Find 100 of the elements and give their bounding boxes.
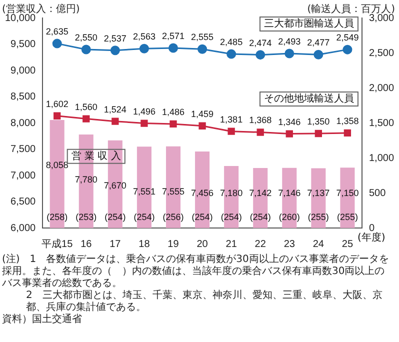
data-label: 2,563 bbox=[132, 32, 156, 42]
data-label: 2,537 bbox=[104, 33, 126, 44]
point bbox=[226, 49, 236, 59]
data-label: 1,381 bbox=[220, 114, 243, 124]
y-tick-label: 8,500 bbox=[10, 92, 36, 102]
text: 2 三大都市圏とは、埼玉、千葉、東京、神奈川、愛知、三重、岐阜、大阪、京都、兵庫の集計値である。 bbox=[25, 290, 384, 314]
data-label: 2,493 bbox=[278, 36, 301, 46]
annotation: (253) bbox=[76, 212, 97, 222]
data-label: 1,346 bbox=[278, 116, 301, 127]
point bbox=[256, 128, 264, 136]
y2-tick-label: 0 bbox=[368, 222, 375, 234]
point bbox=[54, 112, 61, 120]
text: (注) 1 各数値データは、乗合バスの保有車両数が30両以上のバス事業者のデータを採用。また、各年度の（ ）内の数値は、当該年度の乗合バス保有車両数30両以上のバス事業者の総数である。 bbox=[2, 254, 390, 290]
data-label: 2,477 bbox=[307, 38, 330, 48]
point bbox=[170, 120, 177, 128]
point bbox=[286, 130, 293, 138]
y2-tick-label: 2,000 bbox=[368, 82, 394, 94]
x-tick-label: 21 bbox=[226, 238, 238, 250]
data-label: 7,150 bbox=[336, 188, 359, 198]
y-tick-label: 6,000 bbox=[10, 222, 36, 234]
data-label: 7,780 bbox=[74, 174, 98, 185]
y2-tick-label: 2,500 bbox=[368, 48, 394, 59]
point bbox=[52, 38, 62, 48]
data-label: 7,180 bbox=[220, 188, 243, 198]
y2-tick-label: 500 bbox=[368, 188, 386, 199]
annotation: (255) bbox=[308, 212, 329, 222]
x-tick-label: 平成15 bbox=[42, 238, 74, 250]
point bbox=[198, 44, 208, 54]
series-label: 営 業 収 入 bbox=[71, 150, 121, 162]
y-tick-label: 7,500 bbox=[10, 144, 36, 155]
data-label: 7,142 bbox=[249, 188, 272, 198]
series-label: 三大都市圏輸送人員 bbox=[264, 18, 354, 30]
data-label: 1,459 bbox=[191, 108, 214, 119]
data-label: 1,368 bbox=[249, 115, 272, 126]
data-label: 8,058 bbox=[46, 160, 68, 170]
point bbox=[342, 44, 352, 54]
data-label: 7,670 bbox=[104, 180, 126, 190]
annotation: (254) bbox=[134, 212, 155, 222]
point bbox=[256, 50, 266, 60]
point bbox=[314, 130, 322, 138]
data-label: 7,146 bbox=[278, 188, 301, 198]
data-label: 1,602 bbox=[46, 98, 68, 109]
y-axis-title: (営業収入：億円) bbox=[2, 2, 80, 15]
data-label: 1,496 bbox=[132, 106, 156, 116]
point bbox=[82, 115, 90, 122]
x-tick-label: 22 bbox=[254, 238, 266, 250]
data-label: 2,474 bbox=[249, 38, 272, 48]
text: その他地域輸送人員 bbox=[264, 92, 354, 105]
annotation: (254) bbox=[104, 212, 126, 222]
data-label: 7,137 bbox=[307, 188, 330, 198]
y2-tick-label: 1,000 bbox=[368, 152, 394, 164]
y-tick-label: 7,000 bbox=[10, 170, 36, 182]
y-tick-label: 10,000 bbox=[4, 12, 36, 24]
y-tick-label: 6,500 bbox=[10, 196, 36, 208]
text: 資料）国土交通省 bbox=[2, 314, 83, 326]
y-tick-label: 8,000 bbox=[10, 118, 36, 129]
data-label: 1,560 bbox=[74, 102, 98, 112]
point bbox=[198, 122, 206, 130]
data-label: 2,635 bbox=[46, 26, 68, 37]
annotation: (254) bbox=[250, 212, 271, 222]
x-tick-label: 19 bbox=[168, 238, 180, 250]
y2-axis-title: (輸送人員：百万人) bbox=[307, 3, 395, 15]
x-tick-label: 24 bbox=[312, 238, 324, 250]
x-tick-label: 25 bbox=[342, 238, 354, 250]
x-tick-label: 18 bbox=[138, 238, 150, 250]
data-label: 2,549 bbox=[336, 32, 359, 43]
x-tick-label: 23 bbox=[284, 238, 296, 250]
data-label: 1,524 bbox=[104, 104, 126, 114]
y-tick-label: 9,000 bbox=[10, 65, 36, 76]
data-label: 2,485 bbox=[220, 37, 243, 48]
point bbox=[168, 43, 178, 53]
annotation: (255) bbox=[336, 212, 358, 222]
data-label: 1,358 bbox=[336, 116, 359, 126]
data-label: 1,486 bbox=[162, 106, 185, 117]
point bbox=[344, 129, 352, 137]
annotation: (256) bbox=[162, 212, 184, 222]
point bbox=[228, 128, 235, 135]
point bbox=[284, 48, 294, 58]
point bbox=[140, 120, 148, 127]
data-label: 2,550 bbox=[74, 32, 98, 42]
point bbox=[139, 44, 149, 54]
annotation: (254) bbox=[220, 212, 242, 222]
data-label: 7,555 bbox=[162, 186, 185, 196]
x-axis-title: (年度) bbox=[357, 232, 386, 244]
annotation: (254) bbox=[192, 212, 213, 222]
data-label: 2,571 bbox=[162, 31, 185, 42]
y-tick-label: 9,500 bbox=[10, 39, 36, 50]
x-tick-label: 20 bbox=[196, 238, 208, 250]
data-label: 1,350 bbox=[307, 116, 330, 126]
y2-tick-label: 1,500 bbox=[368, 118, 394, 129]
y2-tick-label: 3,000 bbox=[368, 12, 394, 24]
annotation: (260) bbox=[278, 212, 300, 222]
point bbox=[81, 44, 91, 54]
x-tick-label: 16 bbox=[80, 238, 92, 250]
annotation: (258) bbox=[46, 212, 68, 222]
point bbox=[314, 50, 324, 60]
x-tick-label: 17 bbox=[110, 238, 122, 250]
data-label: 7,456 bbox=[191, 188, 214, 198]
point bbox=[112, 118, 119, 125]
data-label: 2,555 bbox=[191, 32, 214, 42]
